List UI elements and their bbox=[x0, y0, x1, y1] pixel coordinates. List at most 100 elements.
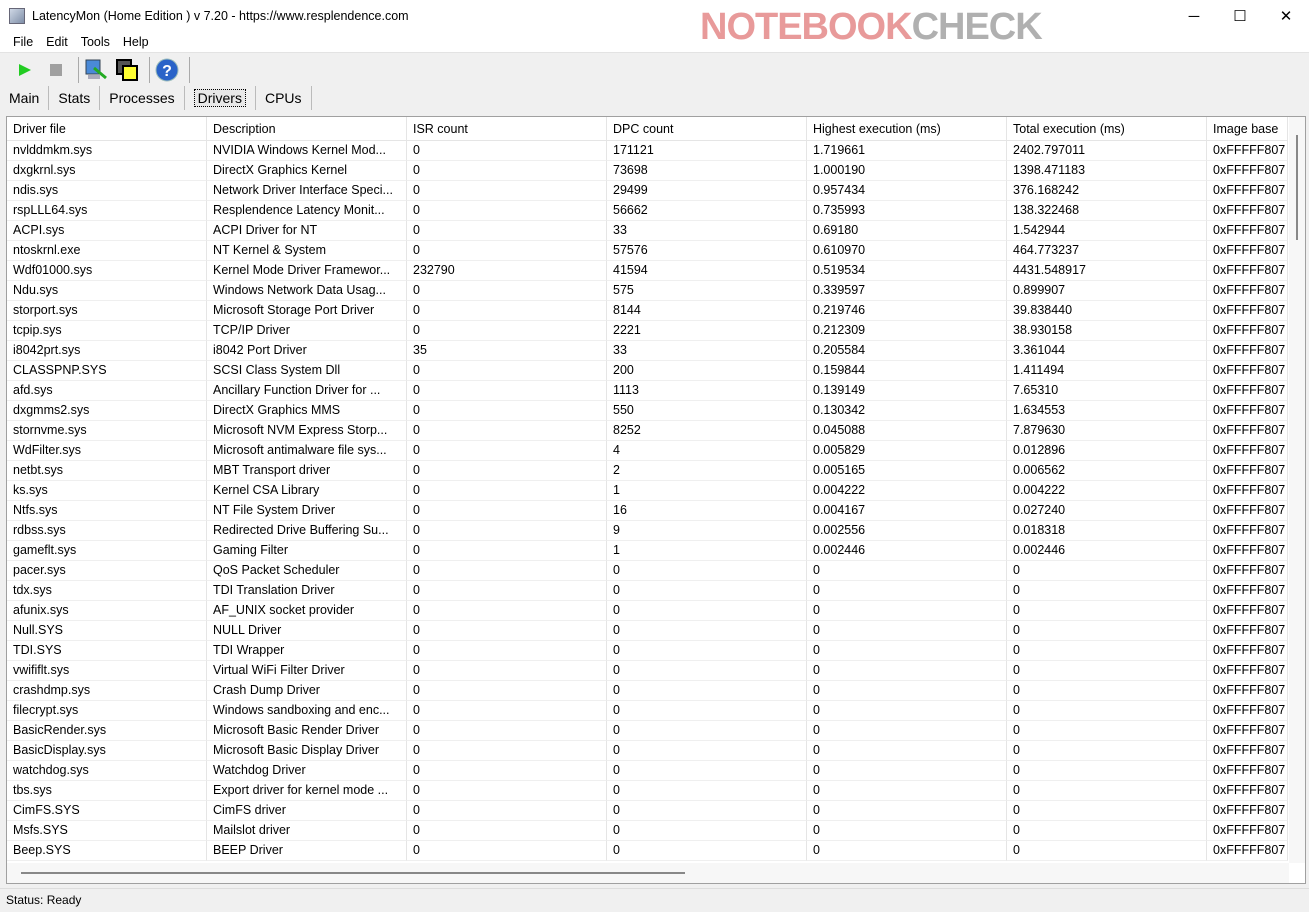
table-cell: 0.339597 bbox=[807, 281, 1007, 301]
table-cell: 0 bbox=[407, 801, 607, 821]
table-cell: 0xFFFFF807 bbox=[1207, 801, 1288, 821]
table-row[interactable]: CLASSPNP.SYS SCSI Class System Dll 0 200 0.1… bbox=[7, 361, 1288, 381]
column-header[interactable]: DPC count bbox=[607, 117, 807, 141]
table-row[interactable]: TDI.SYS TDI Wrapper 0 0 0 0 0xFFFFF807 bbox=[7, 641, 1288, 661]
windows-button[interactable] bbox=[114, 57, 140, 83]
table-row[interactable]: pacer.sys QoS Packet Scheduler 0 0 0 0 0xFFFFF… bbox=[7, 561, 1288, 581]
table-cell: 0.69180 bbox=[807, 221, 1007, 241]
table-cell: 0xFFFFF807 bbox=[1207, 281, 1288, 301]
table-cell: 0 bbox=[607, 821, 807, 841]
table-row[interactable]: Wdf01000.sys Kernel Mode Driver Framewor.… bbox=[7, 261, 1288, 281]
table-row[interactable]: filecrypt.sys Windows sandboxing and enc.… bbox=[7, 701, 1288, 721]
table-cell: DirectX Graphics Kernel bbox=[207, 161, 407, 181]
horizontal-scroll-thumb[interactable] bbox=[21, 872, 685, 874]
table-row[interactable]: tbs.sys Export driver for kernel mode ...… bbox=[7, 781, 1288, 801]
table-cell: 0 bbox=[407, 541, 607, 561]
table-row[interactable]: storport.sys Microsoft Storage Port Drive… bbox=[7, 301, 1288, 321]
menu-tools[interactable]: Tools bbox=[80, 35, 110, 49]
table-row[interactable]: rspLLL64.sys Resplendence Latency Monit..… bbox=[7, 201, 1288, 221]
table-row[interactable]: ks.sys Kernel CSA Library 0 1 0.004222 0.0042… bbox=[7, 481, 1288, 501]
table-cell: SCSI Class System Dll bbox=[207, 361, 407, 381]
table-row[interactable]: rdbss.sys Redirected Drive Buffering Su..… bbox=[7, 521, 1288, 541]
table-cell: 7.879630 bbox=[1007, 421, 1207, 441]
help-button[interactable]: ? bbox=[154, 57, 180, 83]
app-icon bbox=[9, 8, 25, 24]
tab-main[interactable]: Main bbox=[0, 85, 50, 110]
table-row[interactable]: dxgmms2.sys DirectX Graphics MMS 0 550 0.130… bbox=[7, 401, 1288, 421]
table-cell: 0.005829 bbox=[807, 441, 1007, 461]
table-row[interactable]: tcpip.sys TCP/IP Driver 0 2221 0.212309 38.93… bbox=[7, 321, 1288, 341]
column-header[interactable]: Driver file bbox=[7, 117, 207, 141]
table-row[interactable]: watchdog.sys Watchdog Driver 0 0 0 0 0xFFFFF80… bbox=[7, 761, 1288, 781]
table-cell: afunix.sys bbox=[7, 601, 207, 621]
tab-drivers[interactable]: Drivers bbox=[185, 85, 256, 110]
column-header[interactable]: Description bbox=[207, 117, 407, 141]
table-cell: 39.838440 bbox=[1007, 301, 1207, 321]
table-row[interactable]: afd.sys Ancillary Function Driver for ...… bbox=[7, 381, 1288, 401]
table-row[interactable]: afunix.sys AF_UNIX socket provider 0 0 0 0 0xF… bbox=[7, 601, 1288, 621]
table-row[interactable]: ndis.sys Network Driver Interface Speci..… bbox=[7, 181, 1288, 201]
table-cell: 0 bbox=[807, 721, 1007, 741]
table-cell: Redirected Drive Buffering Su... bbox=[207, 521, 407, 541]
table-cell: 0.139149 bbox=[807, 381, 1007, 401]
minimize-button[interactable]: ─ bbox=[1188, 7, 1200, 25]
table-cell: 0xFFFFF807 bbox=[1207, 621, 1288, 641]
table-cell: CimFS driver bbox=[207, 801, 407, 821]
table-cell: 0xFFFFF807 bbox=[1207, 421, 1288, 441]
table-row[interactable]: ntoskrnl.exe NT Kernel & System 0 57576 0.61… bbox=[7, 241, 1288, 261]
table-cell: 0.219746 bbox=[807, 301, 1007, 321]
table-row[interactable]: Beep.SYS BEEP Driver 0 0 0 0 0xFFFFF807 bbox=[7, 841, 1288, 861]
table-row[interactable]: tdx.sys TDI Translation Driver 0 0 0 0 0xFFFFF… bbox=[7, 581, 1288, 601]
table-cell: 0xFFFFF807 bbox=[1207, 221, 1288, 241]
column-header[interactable]: Total execution (ms) bbox=[1007, 117, 1207, 141]
menu-bar: File Edit Tools Help bbox=[0, 32, 1309, 53]
stop-button[interactable] bbox=[43, 57, 69, 83]
table-row[interactable]: stornvme.sys Microsoft NVM Express Storp.… bbox=[7, 421, 1288, 441]
menu-file[interactable]: File bbox=[13, 35, 34, 49]
table-row[interactable]: i8042prt.sys i8042 Port Driver 35 33 0.20558… bbox=[7, 341, 1288, 361]
table-cell: vwififlt.sys bbox=[7, 661, 207, 681]
table-cell: 0 bbox=[807, 841, 1007, 861]
table-row[interactable]: vwififlt.sys Virtual WiFi Filter Driver 0 0… bbox=[7, 661, 1288, 681]
table-cell: dxgkrnl.sys bbox=[7, 161, 207, 181]
table-cell: 0 bbox=[1007, 601, 1207, 621]
monitor-button[interactable] bbox=[83, 57, 109, 83]
table-cell: 0.018318 bbox=[1007, 521, 1207, 541]
table-cell: 0 bbox=[607, 721, 807, 741]
table-row[interactable]: ACPI.sys ACPI Driver for NT 0 33 0.69180 1.54… bbox=[7, 221, 1288, 241]
table-row[interactable]: Ndu.sys Windows Network Data Usag... 0 575 0… bbox=[7, 281, 1288, 301]
table-cell: 0 bbox=[407, 701, 607, 721]
table-cell: 138.322468 bbox=[1007, 201, 1207, 221]
table-cell: 0 bbox=[1007, 641, 1207, 661]
column-header[interactable]: Highest execution (ms) bbox=[807, 117, 1007, 141]
maximize-button[interactable]: ☐ bbox=[1233, 8, 1247, 25]
horizontal-scrollbar[interactable] bbox=[7, 863, 1289, 883]
table-cell: 0xFFFFF807 bbox=[1207, 481, 1288, 501]
column-header[interactable]: ISR count bbox=[407, 117, 607, 141]
menu-edit[interactable]: Edit bbox=[46, 35, 68, 49]
tab-cpus[interactable]: CPUs bbox=[256, 85, 312, 110]
table-row[interactable]: netbt.sys MBT Transport driver 0 2 0.005165 0… bbox=[7, 461, 1288, 481]
column-header[interactable]: Image base bbox=[1207, 117, 1288, 141]
vertical-scrollbar[interactable] bbox=[1289, 117, 1305, 863]
table-row[interactable]: nvlddmkm.sys NVIDIA Windows Kernel Mod...… bbox=[7, 141, 1288, 161]
table-cell: 0 bbox=[407, 561, 607, 581]
table-cell: 0xFFFFF807 bbox=[1207, 841, 1288, 861]
tab-processes[interactable]: Processes bbox=[100, 85, 185, 110]
table-row[interactable]: dxgkrnl.sys DirectX Graphics Kernel 0 73698… bbox=[7, 161, 1288, 181]
table-row[interactable]: BasicDisplay.sys Microsoft Basic Display … bbox=[7, 741, 1288, 761]
vertical-scroll-thumb[interactable] bbox=[1296, 135, 1298, 240]
table-row[interactable]: Null.SYS NULL Driver 0 0 0 0 0xFFFFF807 bbox=[7, 621, 1288, 641]
menu-help[interactable]: Help bbox=[122, 35, 149, 49]
table-row[interactable]: Msfs.SYS Mailslot driver 0 0 0 0 0xFFFFF807 bbox=[7, 821, 1288, 841]
tab-stats[interactable]: Stats bbox=[49, 85, 101, 110]
table-row[interactable]: crashdmp.sys Crash Dump Driver 0 0 0 0 0xFFFFF… bbox=[7, 681, 1288, 701]
table-row[interactable]: Ntfs.sys NT File System Driver 0 16 0.004167… bbox=[7, 501, 1288, 521]
table-row[interactable]: CimFS.SYS CimFS driver 0 0 0 0 0xFFFFF807 bbox=[7, 801, 1288, 821]
close-button[interactable]: ✕ bbox=[1279, 8, 1293, 25]
table-row[interactable]: BasicRender.sys Microsoft Basic Render Dr… bbox=[7, 721, 1288, 741]
table-row[interactable]: gameflt.sys Gaming Filter 0 1 0.002446 0.0024… bbox=[7, 541, 1288, 561]
table-row[interactable]: WdFilter.sys Microsoft antimalware file s… bbox=[7, 441, 1288, 461]
table-cell: 2 bbox=[607, 461, 807, 481]
play-button[interactable] bbox=[12, 57, 38, 83]
